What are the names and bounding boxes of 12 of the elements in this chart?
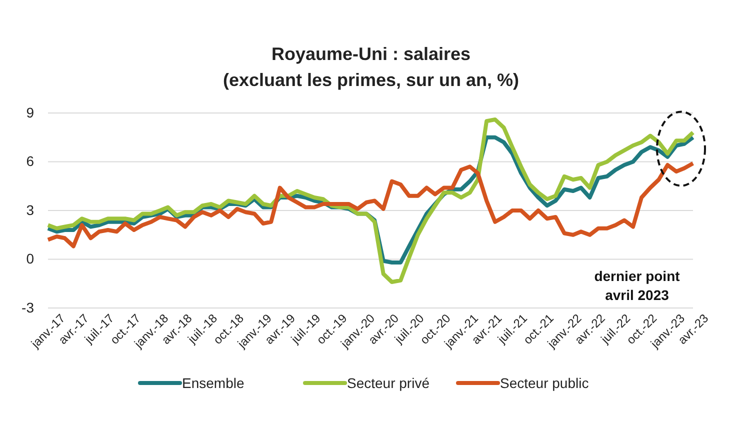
y-tick-label: 9 [26, 104, 34, 120]
y-tick-label: 0 [26, 250, 34, 267]
line-series [46, 118, 695, 284]
legend-label: Secteur public [500, 375, 589, 391]
legend-label: Secteur privé [347, 375, 430, 391]
y-tick-label: 6 [26, 153, 34, 170]
chart-title: Royaume-Uni : salaires (excluant les primes, sur un an, %) [222, 44, 520, 90]
annotation: dernier point avril 2023 [594, 268, 680, 303]
line-series [46, 161, 695, 248]
y-tick-label: -3 [22, 299, 34, 316]
y-tick-label: 3 [26, 202, 34, 218]
legend-label: Ensemble [182, 375, 244, 391]
